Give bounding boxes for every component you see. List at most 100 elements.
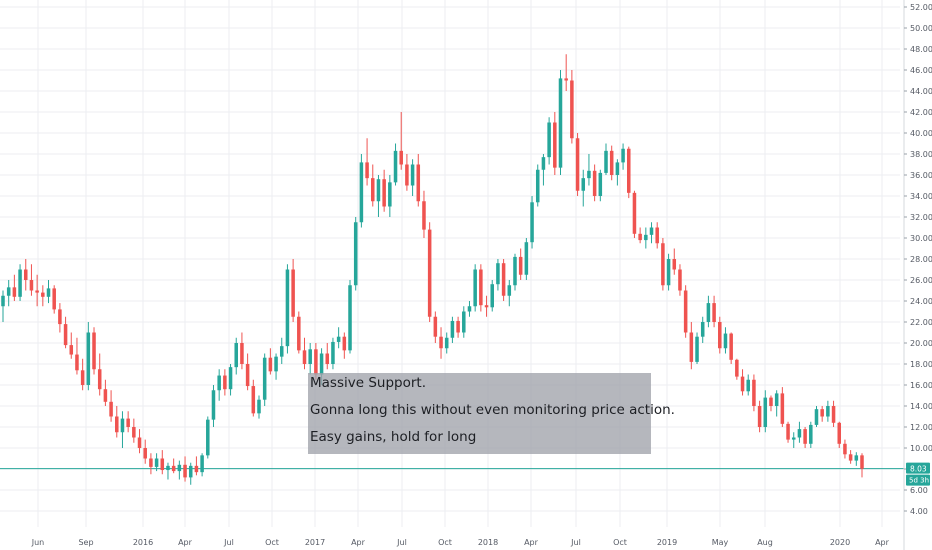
candle-body — [803, 429, 807, 444]
candle-body — [535, 169, 540, 203]
candle-body — [444, 337, 449, 349]
y-tick-label: 24.00 — [910, 297, 932, 306]
candle-body — [632, 192, 637, 234]
y-tick-label: 52.00 — [910, 3, 932, 12]
candle-body — [143, 448, 147, 459]
candle-body — [814, 409, 819, 425]
candle-body — [342, 336, 347, 351]
candle-body — [41, 292, 45, 297]
candle-body — [149, 458, 153, 467]
candle-body — [206, 419, 210, 456]
candle-body — [757, 406, 762, 427]
candle-body — [240, 343, 244, 364]
candle-body — [752, 379, 756, 406]
candle-body — [279, 346, 284, 357]
candle-body — [1, 295, 5, 307]
candle-body — [422, 201, 426, 230]
candle-body — [530, 202, 534, 243]
time-axis[interactable]: Jun Sep 2016 Apr Jul Oct 2017 Apr Jul Oct 2018 Apr J… — [31, 538, 890, 547]
y-tick-label: 22.00 — [910, 318, 932, 327]
candle-body — [860, 455, 864, 469]
candle-body — [507, 285, 512, 296]
candle-body — [137, 437, 142, 448]
candle-body — [780, 393, 785, 424]
y-tick-label: 18.00 — [910, 360, 932, 369]
candle-body — [678, 269, 682, 291]
candle-body — [786, 423, 790, 440]
candle-body — [644, 234, 648, 241]
y-tick-label: 16.00 — [910, 381, 932, 390]
candle-body — [319, 353, 324, 375]
candle-body — [564, 78, 568, 81]
x-tick-label: Apr — [875, 538, 890, 547]
x-tick-label: Aug — [757, 538, 773, 547]
candle-body — [376, 179, 381, 202]
candle-body — [160, 458, 165, 471]
x-tick-label: Oct — [438, 538, 452, 547]
candle-body — [666, 259, 671, 286]
annotation-box[interactable]: Massive Support. Gonna long this without… — [308, 373, 675, 454]
candle-body — [359, 162, 364, 223]
candle-body — [166, 465, 170, 471]
candle-body — [69, 345, 74, 355]
candle-body — [92, 332, 96, 370]
candle-body — [655, 227, 659, 244]
candle-body — [348, 285, 352, 351]
candle-body — [626, 148, 631, 193]
candle-body — [638, 233, 642, 241]
candle-body — [58, 309, 62, 325]
candle-body — [388, 182, 392, 207]
candle-body — [649, 227, 654, 235]
candle-body — [285, 269, 290, 347]
candle-body — [553, 122, 557, 168]
candle-body — [791, 437, 796, 440]
candle-body — [621, 148, 625, 163]
x-tick-label: Oct — [265, 538, 279, 547]
candle-body — [450, 320, 455, 338]
x-tick-label: 2018 — [478, 538, 498, 547]
candle-body — [177, 464, 182, 472]
y-tick-label: 46.00 — [910, 66, 932, 75]
candle-body — [547, 122, 551, 158]
x-tick-label: Jul — [396, 538, 407, 547]
candle-body — [501, 263, 506, 296]
candle-body — [826, 406, 830, 417]
x-tick-label: 2020 — [830, 538, 850, 547]
candle-body — [735, 359, 739, 377]
candle-body — [524, 242, 529, 275]
candle-body — [308, 349, 312, 364]
candle-body — [23, 269, 28, 280]
candle-body — [97, 369, 102, 390]
candle-body — [399, 150, 403, 165]
y-tick-label: 30.00 — [910, 234, 932, 243]
candle-body — [661, 243, 665, 286]
candle-body — [592, 170, 597, 196]
candle-body — [257, 399, 261, 414]
candle-body — [774, 393, 779, 406]
y-tick-label: 50.00 — [910, 24, 932, 33]
candle-body — [843, 443, 847, 455]
x-tick-label: 2017 — [305, 538, 325, 547]
candle-body — [35, 290, 39, 293]
y-tick-label: 34.00 — [910, 192, 932, 201]
y-tick-label: 48.00 — [910, 45, 932, 54]
x-tick-label: May — [712, 538, 729, 547]
candle-body — [217, 375, 221, 391]
candle-body — [831, 406, 836, 423]
price-axis[interactable]: 4.006.008.0010.0012.0014.0016.0018.0020.… — [904, 3, 932, 516]
candle-body — [473, 269, 477, 307]
candle-body — [797, 429, 802, 438]
y-tick-label: 4.00 — [910, 507, 928, 516]
candle-body — [518, 256, 523, 275]
candle-body — [683, 290, 688, 333]
candle-body — [297, 316, 301, 351]
candle-body — [274, 356, 278, 372]
y-tick-label: 20.00 — [910, 339, 932, 348]
y-tick-label: 38.00 — [910, 150, 932, 159]
candle-body — [604, 150, 608, 173]
candle-body — [194, 465, 199, 473]
candle-body — [331, 341, 335, 364]
candle-body — [587, 170, 591, 179]
candle-body — [171, 465, 176, 472]
